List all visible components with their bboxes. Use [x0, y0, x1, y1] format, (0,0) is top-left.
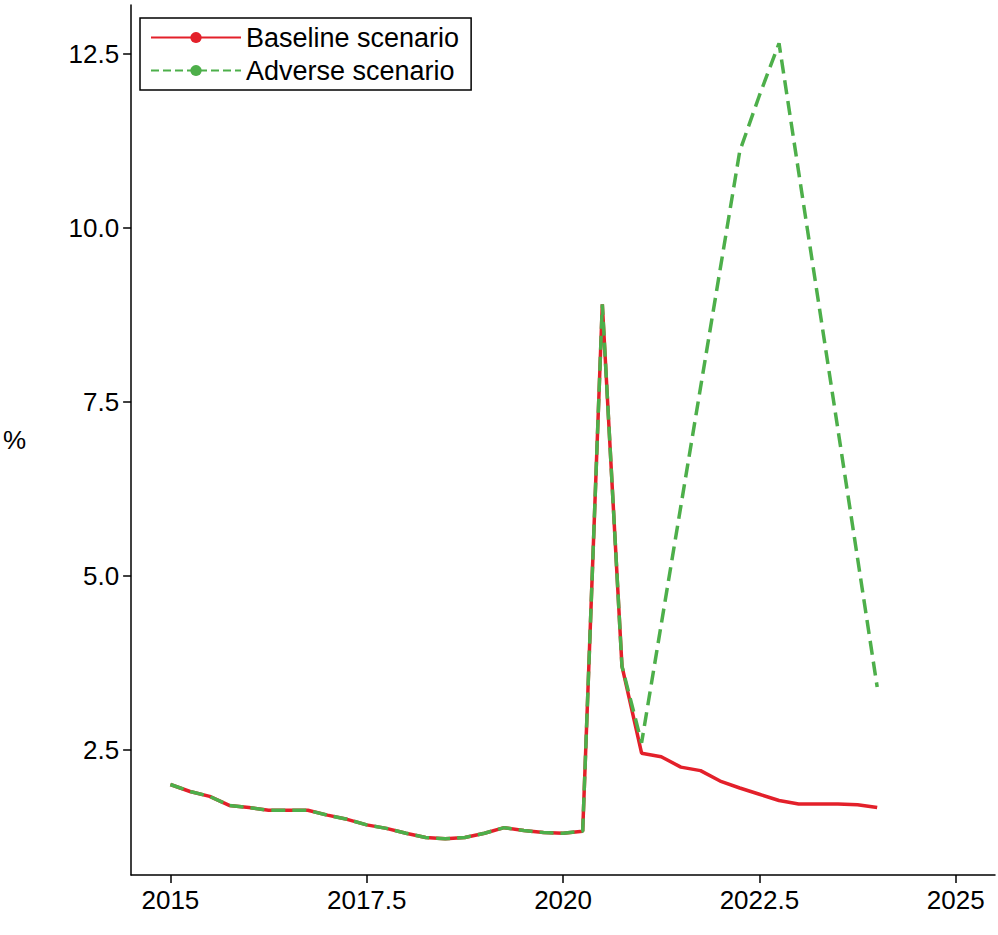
svg-text:%: % [3, 425, 26, 455]
svg-text:12.5: 12.5 [69, 39, 120, 69]
svg-text:2015: 2015 [141, 885, 199, 915]
svg-text:2020: 2020 [534, 885, 592, 915]
svg-text:2017.5: 2017.5 [327, 885, 407, 915]
svg-text:2025: 2025 [927, 885, 985, 915]
svg-text:7.5: 7.5 [83, 387, 119, 417]
svg-text:2.5: 2.5 [83, 735, 119, 765]
svg-text:10.0: 10.0 [69, 213, 120, 243]
svg-text:Adverse scenario: Adverse scenario [246, 56, 455, 86]
svg-text:2022.5: 2022.5 [720, 885, 800, 915]
svg-text:5.0: 5.0 [83, 561, 119, 591]
svg-text:Baseline scenario: Baseline scenario [246, 23, 459, 53]
